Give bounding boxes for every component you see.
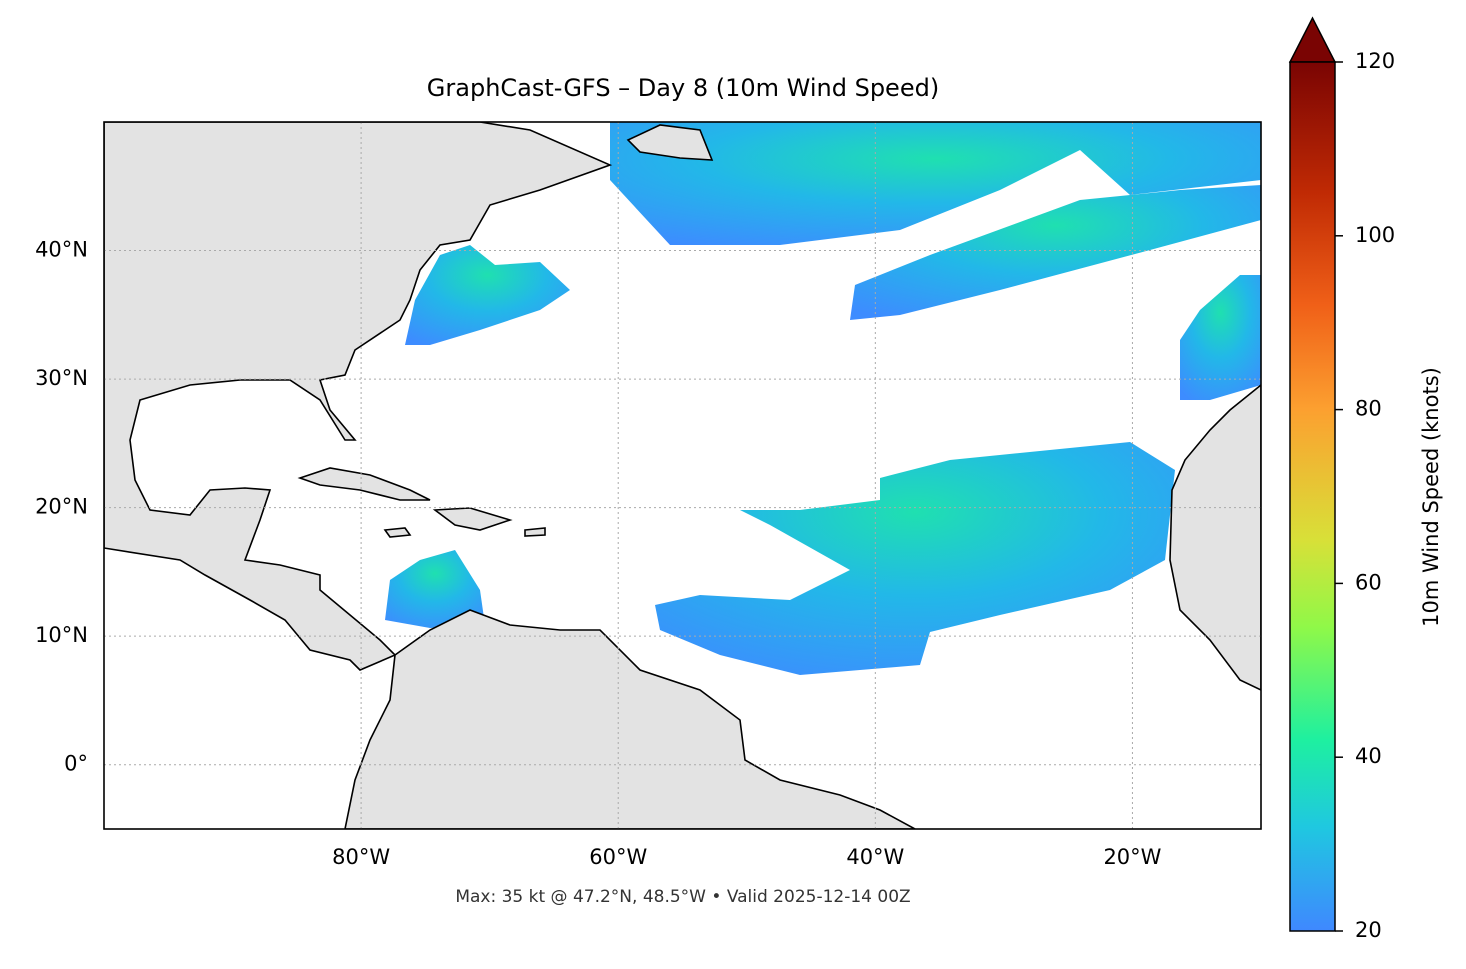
wind-region <box>655 442 1175 675</box>
africa <box>1169 383 1261 691</box>
wind-region <box>1180 275 1261 400</box>
map-title: GraphCast-GFS – Day 8 (10m Wind Speed) <box>427 74 939 102</box>
map-frame <box>103 121 1262 830</box>
colorbar-tick-label: 120 <box>1355 49 1395 73</box>
y-tick-label: 10°N <box>35 623 88 647</box>
x-tick-label: 80°W <box>332 845 390 869</box>
wind-region <box>850 185 1261 320</box>
x-tick-label: 40°W <box>846 845 904 869</box>
land <box>104 122 1261 829</box>
y-tick-label: 0° <box>64 752 88 776</box>
colorbar-tick-label: 100 <box>1355 223 1395 247</box>
colorbar-tick-label: 60 <box>1355 570 1382 594</box>
y-tick-label: 30°N <box>35 366 88 390</box>
south-america <box>344 609 916 829</box>
newfoundland <box>626 124 714 161</box>
puerto-rico <box>524 527 546 537</box>
wind-region <box>385 550 485 628</box>
colorbar-tick-label: 20 <box>1355 918 1382 942</box>
wind-region <box>405 245 570 345</box>
y-tick-label: 40°N <box>35 238 88 262</box>
x-tick-label: 60°W <box>589 845 647 869</box>
colorbar-extend <box>1288 16 1337 63</box>
footer-note: Max: 35 kt @ 47.2°N, 48.5°W • Valid 2025… <box>455 887 910 907</box>
colorbar-tick-label: 40 <box>1355 744 1382 768</box>
colorbar-label: 10m Wind Speed (knots) <box>1419 367 1443 627</box>
x-tick-label: 20°W <box>1103 845 1161 869</box>
colorbar-bar <box>1289 61 1336 932</box>
y-tick-label: 20°N <box>35 495 88 519</box>
colorbar: 10m Wind Speed (knots) 20 40 60 80 100 120 <box>1288 16 1443 942</box>
wind-field <box>385 122 1261 675</box>
north-america <box>104 122 613 671</box>
wind-region <box>610 122 1261 245</box>
cuba <box>297 467 431 501</box>
jamaica <box>383 527 412 538</box>
hispaniola <box>432 507 513 531</box>
map-area <box>104 122 1261 829</box>
colorbar-tick-label: 80 <box>1355 397 1382 421</box>
axis-ticks: 80°W 60°W 40°W 20°W 0° 10°N 20°N 30°N 40°N <box>35 238 1162 869</box>
